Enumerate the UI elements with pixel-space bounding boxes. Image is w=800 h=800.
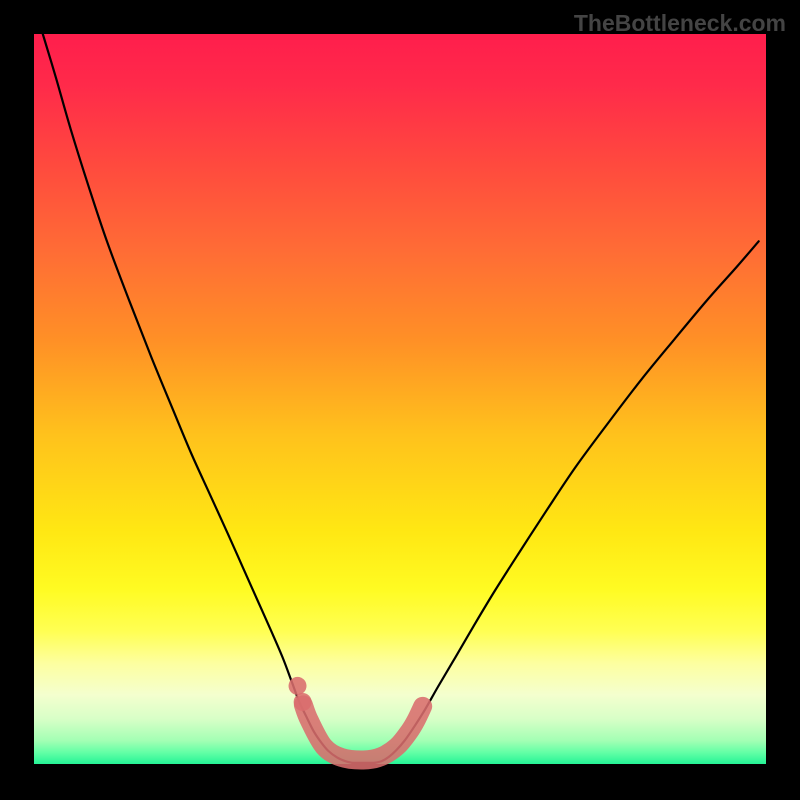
- plot-gradient-background: [34, 34, 766, 764]
- highlight-marker-dot: [294, 693, 312, 711]
- stage: TheBottleneck.com: [0, 0, 800, 800]
- watermark-text: TheBottleneck.com: [574, 10, 786, 37]
- highlight-marker-dot: [289, 677, 307, 695]
- chart-svg: [0, 0, 800, 800]
